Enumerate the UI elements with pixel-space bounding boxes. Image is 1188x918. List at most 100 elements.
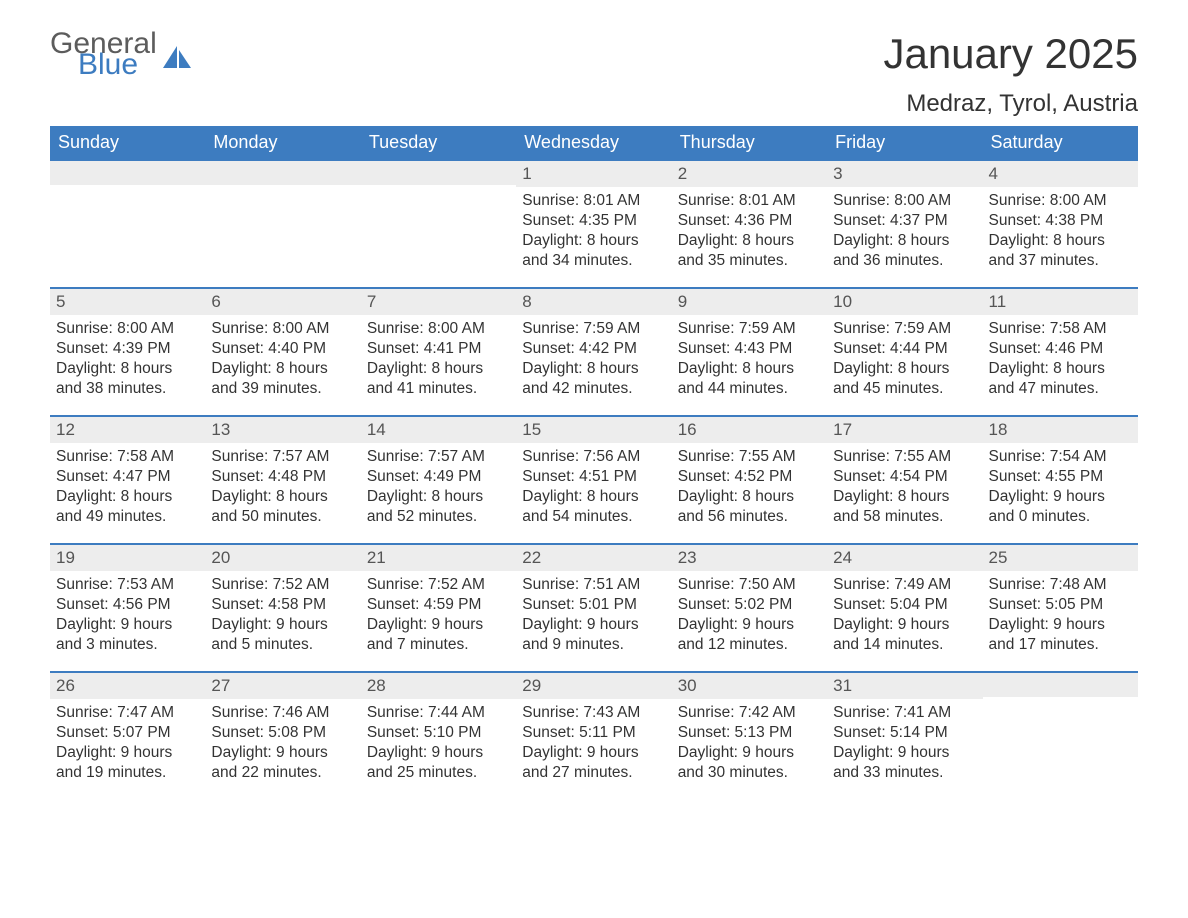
daylight-text: Daylight: 9 hours and 9 minutes. — [522, 615, 665, 655]
day-body: Sunrise: 7:55 AMSunset: 4:52 PMDaylight:… — [672, 443, 827, 532]
daylight-text: Daylight: 9 hours and 25 minutes. — [367, 743, 510, 783]
day-cell: 13Sunrise: 7:57 AMSunset: 4:48 PMDayligh… — [205, 415, 360, 543]
day-cell: 11Sunrise: 7:58 AMSunset: 4:46 PMDayligh… — [983, 287, 1138, 415]
sunrise-text: Sunrise: 7:52 AM — [211, 575, 354, 595]
title-block: January 2025 Medraz, Tyrol, Austria — [883, 30, 1138, 118]
sunset-text: Sunset: 4:43 PM — [678, 339, 821, 359]
daylight-text: Daylight: 8 hours and 47 minutes. — [989, 359, 1132, 399]
day-cell: 24Sunrise: 7:49 AMSunset: 5:04 PMDayligh… — [827, 543, 982, 671]
daylight-text: Daylight: 9 hours and 0 minutes. — [989, 487, 1132, 527]
sunrise-text: Sunrise: 7:42 AM — [678, 703, 821, 723]
sunrise-text: Sunrise: 7:46 AM — [211, 703, 354, 723]
brand-logo: General Blue — [50, 30, 191, 79]
day-body: Sunrise: 8:00 AMSunset: 4:41 PMDaylight:… — [361, 315, 516, 404]
day-cell: 25Sunrise: 7:48 AMSunset: 5:05 PMDayligh… — [983, 543, 1138, 671]
day-number-band: 20 — [205, 543, 360, 571]
week-row: 5Sunrise: 8:00 AMSunset: 4:39 PMDaylight… — [50, 287, 1138, 415]
daylight-text: Daylight: 8 hours and 36 minutes. — [833, 231, 976, 271]
sunrise-text: Sunrise: 7:47 AM — [56, 703, 199, 723]
brand-sail-icon — [163, 46, 191, 68]
day-body: Sunrise: 7:53 AMSunset: 4:56 PMDaylight:… — [50, 571, 205, 660]
sunrise-text: Sunrise: 8:00 AM — [833, 191, 976, 211]
sunset-text: Sunset: 4:58 PM — [211, 595, 354, 615]
day-number-band: 27 — [205, 671, 360, 699]
day-body: Sunrise: 7:57 AMSunset: 4:48 PMDaylight:… — [205, 443, 360, 532]
day-header: Saturday — [983, 126, 1138, 159]
sunrise-text: Sunrise: 7:52 AM — [367, 575, 510, 595]
daylight-text: Daylight: 8 hours and 38 minutes. — [56, 359, 199, 399]
day-body: Sunrise: 7:52 AMSunset: 4:58 PMDaylight:… — [205, 571, 360, 660]
sunrise-text: Sunrise: 7:59 AM — [522, 319, 665, 339]
sunset-text: Sunset: 5:13 PM — [678, 723, 821, 743]
day-number-band: 30 — [672, 671, 827, 699]
week-row: 12Sunrise: 7:58 AMSunset: 4:47 PMDayligh… — [50, 415, 1138, 543]
day-cell: 3Sunrise: 8:00 AMSunset: 4:37 PMDaylight… — [827, 159, 982, 287]
daylight-text: Daylight: 8 hours and 39 minutes. — [211, 359, 354, 399]
sunset-text: Sunset: 4:41 PM — [367, 339, 510, 359]
day-header: Monday — [205, 126, 360, 159]
sunset-text: Sunset: 5:04 PM — [833, 595, 976, 615]
day-header: Thursday — [672, 126, 827, 159]
sunset-text: Sunset: 5:08 PM — [211, 723, 354, 743]
daylight-text: Daylight: 9 hours and 12 minutes. — [678, 615, 821, 655]
day-body: Sunrise: 7:41 AMSunset: 5:14 PMDaylight:… — [827, 699, 982, 788]
sunset-text: Sunset: 4:55 PM — [989, 467, 1132, 487]
day-body: Sunrise: 7:48 AMSunset: 5:05 PMDaylight:… — [983, 571, 1138, 660]
day-cell: 21Sunrise: 7:52 AMSunset: 4:59 PMDayligh… — [361, 543, 516, 671]
sunset-text: Sunset: 4:39 PM — [56, 339, 199, 359]
sunset-text: Sunset: 5:02 PM — [678, 595, 821, 615]
sunset-text: Sunset: 4:54 PM — [833, 467, 976, 487]
sunset-text: Sunset: 4:51 PM — [522, 467, 665, 487]
sunrise-text: Sunrise: 7:56 AM — [522, 447, 665, 467]
sunrise-text: Sunrise: 7:53 AM — [56, 575, 199, 595]
daylight-text: Daylight: 8 hours and 56 minutes. — [678, 487, 821, 527]
sunrise-text: Sunrise: 7:43 AM — [522, 703, 665, 723]
sunset-text: Sunset: 5:14 PM — [833, 723, 976, 743]
daylight-text: Daylight: 8 hours and 49 minutes. — [56, 487, 199, 527]
month-title: January 2025 — [883, 30, 1138, 78]
day-cell: 9Sunrise: 7:59 AMSunset: 4:43 PMDaylight… — [672, 287, 827, 415]
day-cell: 30Sunrise: 7:42 AMSunset: 5:13 PMDayligh… — [672, 671, 827, 799]
daylight-text: Daylight: 9 hours and 33 minutes. — [833, 743, 976, 783]
daylight-text: Daylight: 8 hours and 58 minutes. — [833, 487, 976, 527]
day-header: Wednesday — [516, 126, 671, 159]
daylight-text: Daylight: 9 hours and 3 minutes. — [56, 615, 199, 655]
sunrise-text: Sunrise: 7:58 AM — [989, 319, 1132, 339]
sunrise-text: Sunrise: 8:00 AM — [989, 191, 1132, 211]
day-body: Sunrise: 8:00 AMSunset: 4:40 PMDaylight:… — [205, 315, 360, 404]
sunset-text: Sunset: 4:35 PM — [522, 211, 665, 231]
brand-logo-text: General Blue — [50, 30, 157, 79]
day-number-band-empty — [983, 671, 1138, 697]
sunrise-text: Sunrise: 7:59 AM — [833, 319, 976, 339]
sunset-text: Sunset: 4:38 PM — [989, 211, 1132, 231]
daylight-text: Daylight: 9 hours and 5 minutes. — [211, 615, 354, 655]
day-number-band: 11 — [983, 287, 1138, 315]
day-body: Sunrise: 8:01 AMSunset: 4:36 PMDaylight:… — [672, 187, 827, 276]
day-number-band-empty — [50, 159, 205, 185]
day-number-band: 1 — [516, 159, 671, 187]
day-body: Sunrise: 7:49 AMSunset: 5:04 PMDaylight:… — [827, 571, 982, 660]
sunset-text: Sunset: 5:11 PM — [522, 723, 665, 743]
sunset-text: Sunset: 5:05 PM — [989, 595, 1132, 615]
week-row: 26Sunrise: 7:47 AMSunset: 5:07 PMDayligh… — [50, 671, 1138, 799]
sunrise-text: Sunrise: 8:00 AM — [211, 319, 354, 339]
day-number-band: 17 — [827, 415, 982, 443]
calendar-body: 1Sunrise: 8:01 AMSunset: 4:35 PMDaylight… — [50, 159, 1138, 799]
sunset-text: Sunset: 4:47 PM — [56, 467, 199, 487]
sunrise-text: Sunrise: 7:49 AM — [833, 575, 976, 595]
daylight-text: Daylight: 9 hours and 22 minutes. — [211, 743, 354, 783]
day-cell: 26Sunrise: 7:47 AMSunset: 5:07 PMDayligh… — [50, 671, 205, 799]
day-number-band: 16 — [672, 415, 827, 443]
daylight-text: Daylight: 9 hours and 19 minutes. — [56, 743, 199, 783]
daylight-text: Daylight: 8 hours and 52 minutes. — [367, 487, 510, 527]
day-body: Sunrise: 7:50 AMSunset: 5:02 PMDaylight:… — [672, 571, 827, 660]
day-body: Sunrise: 7:47 AMSunset: 5:07 PMDaylight:… — [50, 699, 205, 788]
day-body: Sunrise: 8:00 AMSunset: 4:39 PMDaylight:… — [50, 315, 205, 404]
sunset-text: Sunset: 4:52 PM — [678, 467, 821, 487]
day-cell: 5Sunrise: 8:00 AMSunset: 4:39 PMDaylight… — [50, 287, 205, 415]
day-cell: 2Sunrise: 8:01 AMSunset: 4:36 PMDaylight… — [672, 159, 827, 287]
sunset-text: Sunset: 4:44 PM — [833, 339, 976, 359]
day-body: Sunrise: 7:57 AMSunset: 4:49 PMDaylight:… — [361, 443, 516, 532]
day-body: Sunrise: 7:54 AMSunset: 4:55 PMDaylight:… — [983, 443, 1138, 532]
day-cell: 15Sunrise: 7:56 AMSunset: 4:51 PMDayligh… — [516, 415, 671, 543]
